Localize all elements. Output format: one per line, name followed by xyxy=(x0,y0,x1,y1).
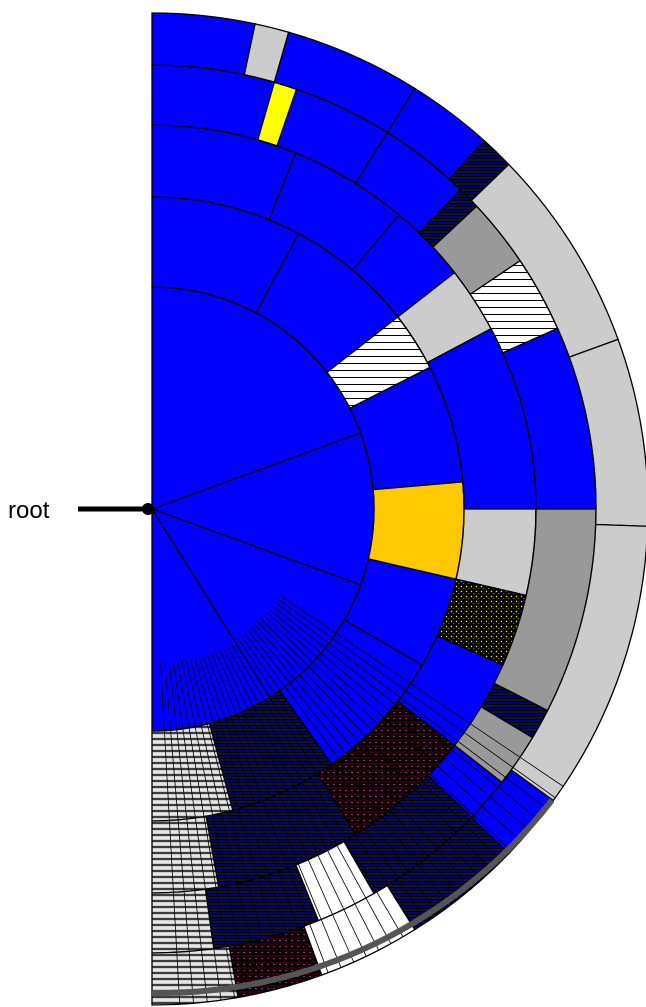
fine-spoke xyxy=(234,640,416,930)
fine-spoke xyxy=(275,602,548,810)
fine-spoke xyxy=(272,606,539,821)
outer-rim-shadow xyxy=(151,798,555,997)
sunburst-sectors xyxy=(150,12,646,1006)
fine-spoke xyxy=(202,655,316,978)
fine-spoke xyxy=(237,638,427,923)
root-node xyxy=(142,503,154,515)
fine-spoke xyxy=(198,657,303,982)
fine-spoke xyxy=(280,595,564,787)
ring-divider xyxy=(151,286,375,732)
fine-spoke xyxy=(264,615,512,852)
sunburst-dividers xyxy=(151,64,597,766)
ring-divider xyxy=(151,124,456,273)
fine-spoke xyxy=(181,661,249,996)
fine-spoke xyxy=(267,612,521,842)
sunburst-spokes xyxy=(160,595,564,1005)
ring-divider xyxy=(151,64,472,202)
fine-spoke xyxy=(248,630,461,898)
ring4-sector xyxy=(151,945,239,1006)
ring-divider xyxy=(557,328,597,510)
fine-spoke xyxy=(230,642,404,938)
fine-spoke xyxy=(186,660,263,993)
ring-divider xyxy=(151,196,465,766)
ring3-sector xyxy=(151,888,215,954)
fine-spoke xyxy=(254,624,482,881)
fine-spoke xyxy=(177,662,236,999)
fine-spoke xyxy=(210,652,342,968)
fine-spoke xyxy=(241,635,439,915)
fine-spoke xyxy=(222,647,380,951)
fine-spoke xyxy=(258,622,492,871)
fine-spoke xyxy=(261,618,502,862)
fine-spoke xyxy=(168,663,208,1002)
fine-spoke xyxy=(251,627,472,890)
fine-spoke xyxy=(214,650,355,963)
fine-spoke xyxy=(278,599,556,799)
fine-spoke xyxy=(270,609,530,831)
fine-spoke xyxy=(190,659,276,990)
ring-divider xyxy=(490,328,537,666)
root-label: root xyxy=(8,497,50,524)
fine-spoke xyxy=(244,633,450,907)
fine-spoke xyxy=(160,664,181,1005)
ring2-sector xyxy=(151,815,220,894)
fine-spoke xyxy=(194,658,290,986)
fine-spoke xyxy=(173,662,222,1001)
fine-spoke xyxy=(164,663,194,1004)
fine-spoke xyxy=(226,644,392,944)
fine-spoke xyxy=(218,648,367,957)
fine-spoke xyxy=(206,654,329,973)
